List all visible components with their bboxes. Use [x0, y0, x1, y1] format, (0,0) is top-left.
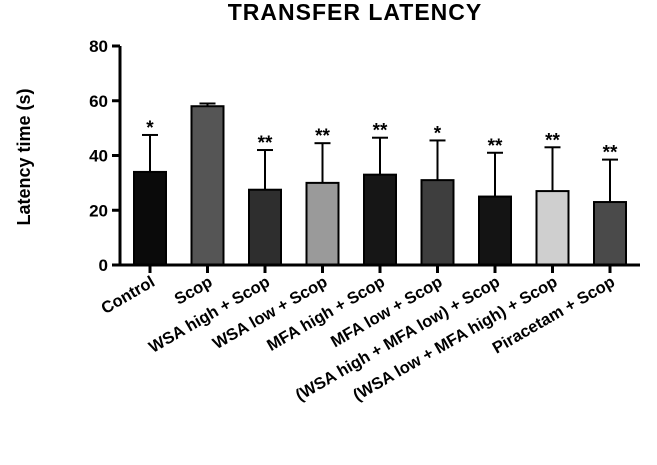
- bar: [535, 190, 570, 266]
- bar: [363, 173, 397, 267]
- bar: [305, 181, 340, 266]
- bar: [478, 195, 512, 266]
- x-tick-label: Scop: [172, 273, 216, 309]
- significance-marker: *: [434, 123, 442, 144]
- bar: [190, 105, 225, 266]
- y-tick-label: 0: [99, 256, 108, 275]
- bar: [248, 188, 282, 266]
- chart-title: TRANSFER LATENCY: [228, 0, 483, 25]
- y-axis-label: Latency time (s): [14, 88, 34, 225]
- bar: [420, 179, 455, 266]
- significance-marker: **: [488, 136, 503, 157]
- x-tick-label: Control: [98, 273, 158, 318]
- bar: [133, 170, 167, 266]
- bars: *** ** ** *** ****: [133, 102, 627, 267]
- significance-marker: **: [315, 126, 330, 147]
- significance-marker: **: [545, 130, 560, 151]
- y-tick-label: 40: [89, 147, 108, 166]
- bar: [593, 201, 627, 267]
- y-tick-label: 80: [89, 37, 108, 56]
- y-tick-label: 60: [89, 92, 108, 111]
- significance-marker: *: [146, 118, 154, 139]
- significance-marker: **: [258, 133, 273, 154]
- significance-marker: **: [373, 121, 388, 142]
- significance-marker: **: [603, 143, 618, 164]
- y-tick-label: 20: [89, 201, 108, 220]
- y-axis: 0 20 40 60 80: [89, 37, 122, 275]
